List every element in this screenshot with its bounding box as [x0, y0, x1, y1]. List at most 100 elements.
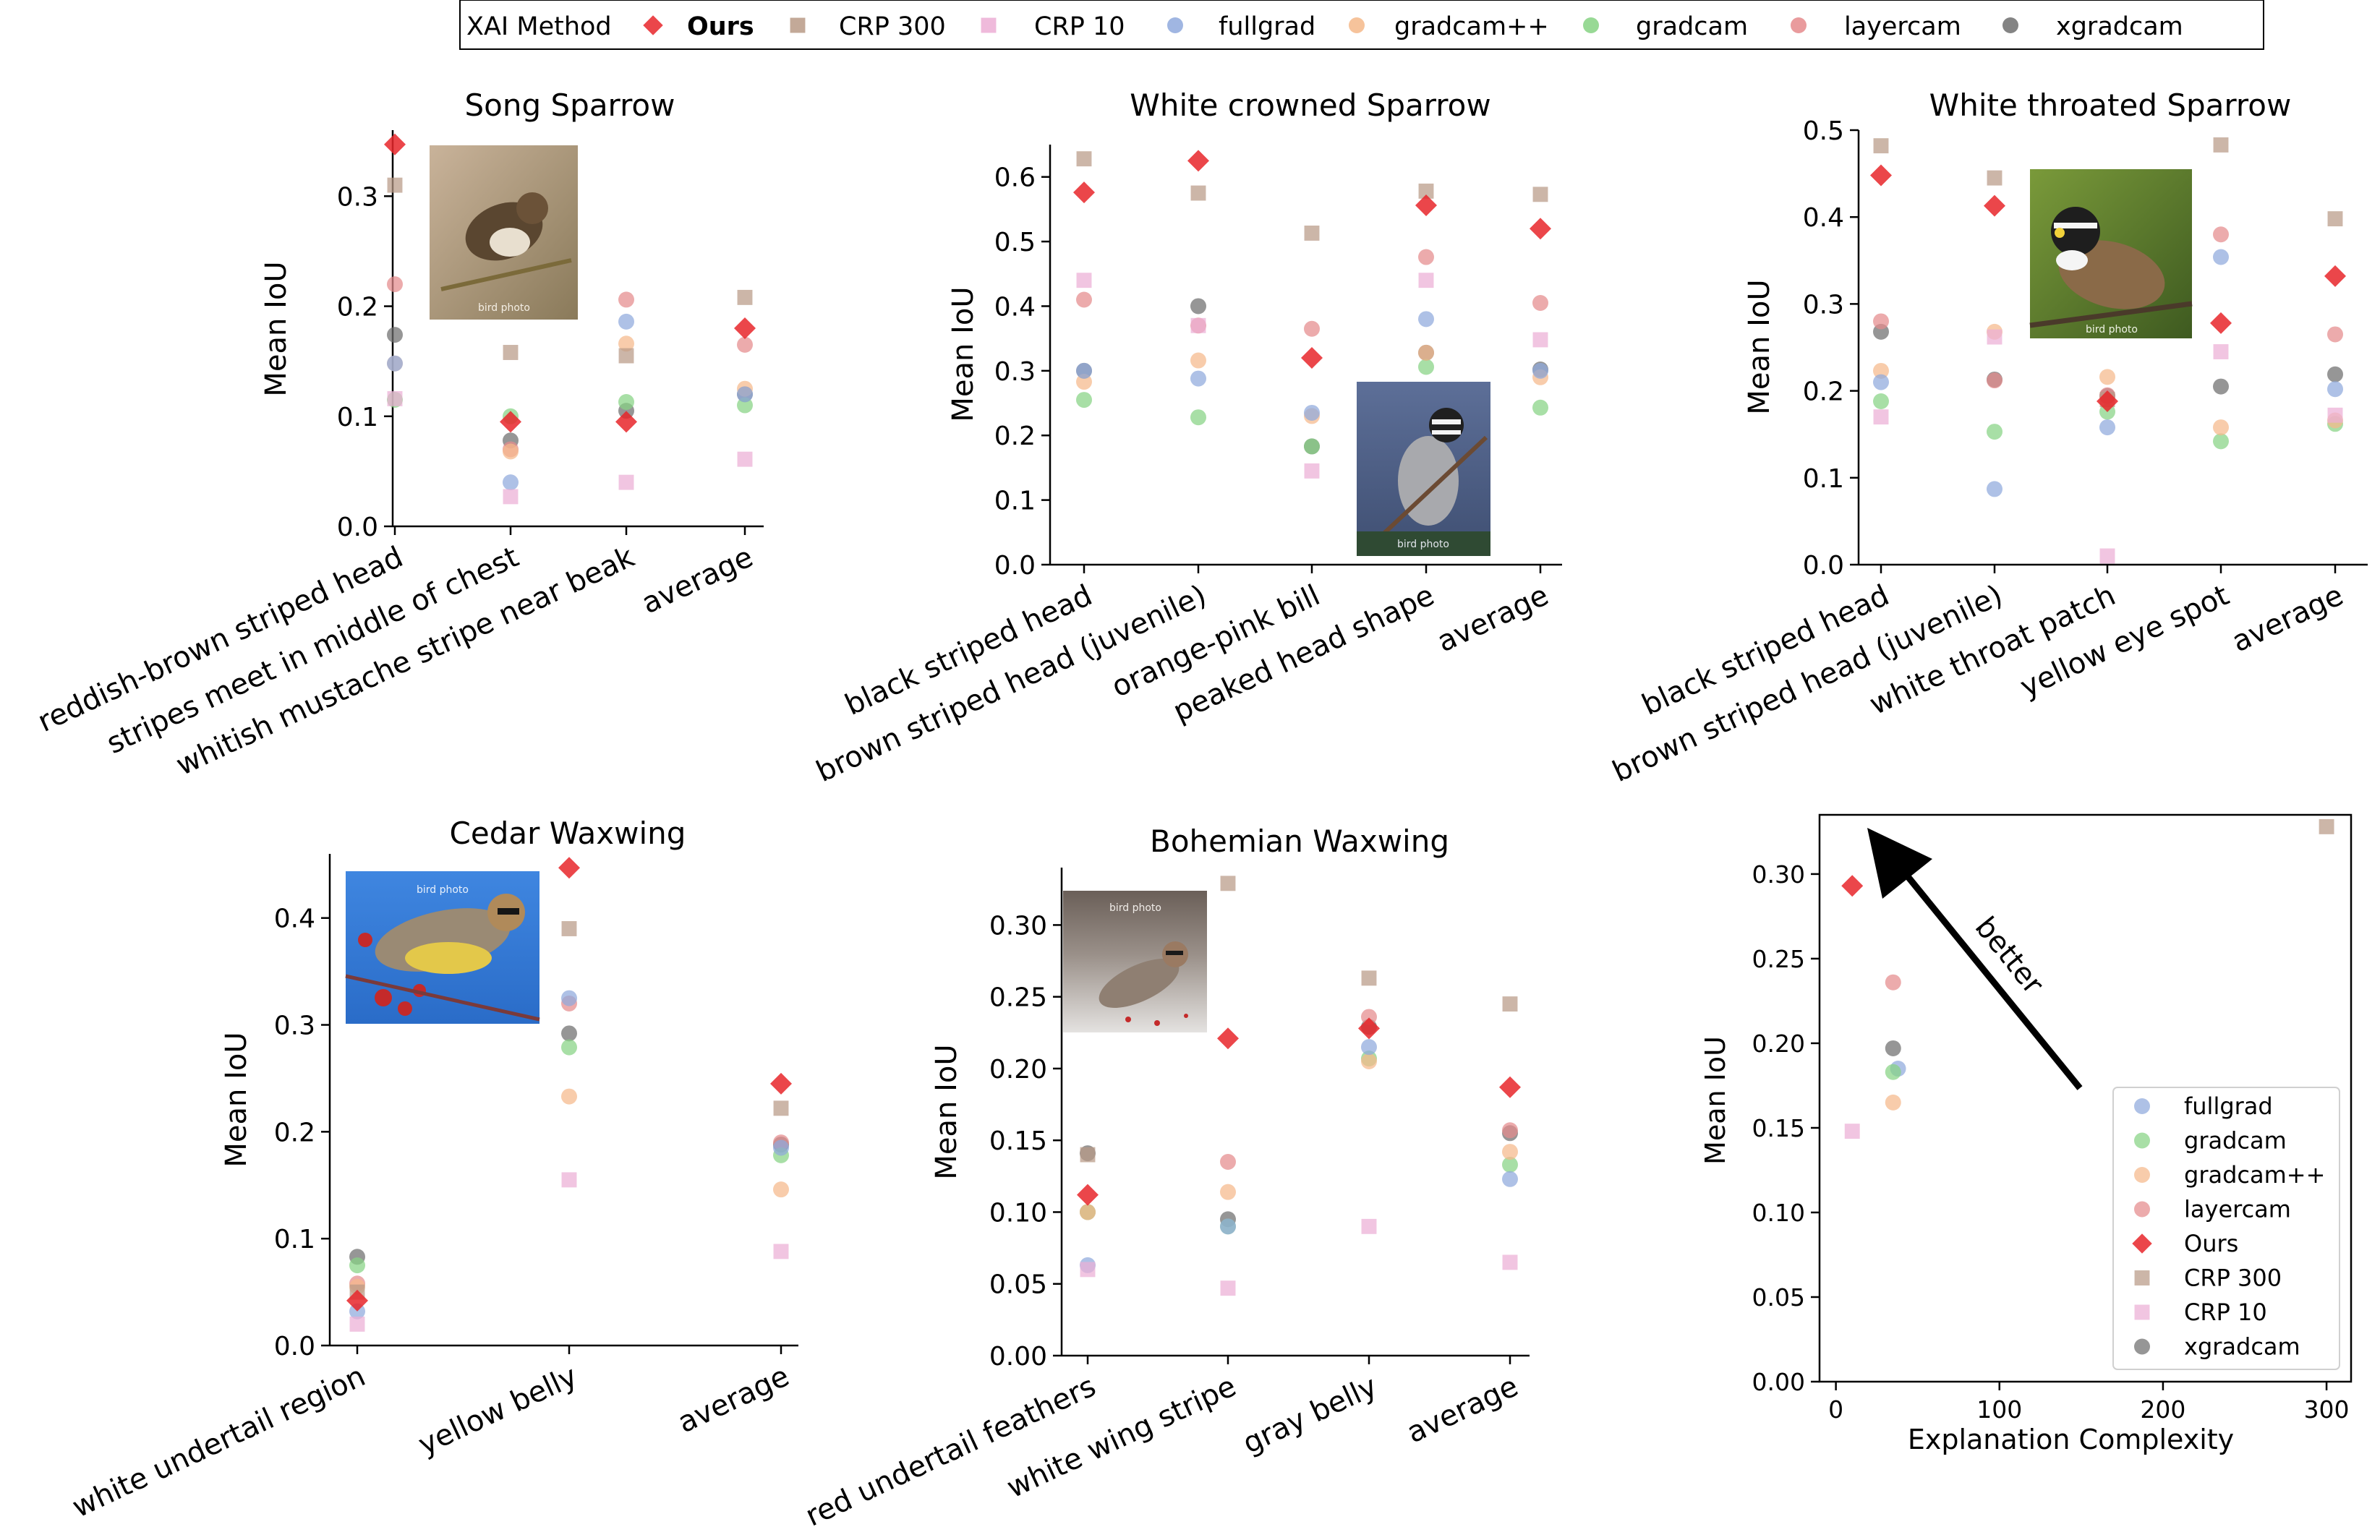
point-crp-300-red-undertail-feathers — [1080, 1147, 1096, 1163]
point-gradcam-brown-striped-head-juvenile — [1190, 409, 1206, 426]
legend-marker-gradcam — [1583, 17, 1599, 33]
point-gradcam-yellow-eye-spot — [2213, 419, 2229, 436]
y-tick-label: 0.0 — [274, 1332, 315, 1361]
point-layercam-orange-pink-bill — [1304, 320, 1320, 337]
point-layercam-black-striped-head — [1873, 313, 1889, 330]
point-crp-10-brown-striped-head-juvenile — [1987, 329, 2002, 345]
y-tick-label: 0.6 — [994, 163, 1036, 193]
point-layercam-average — [2327, 326, 2343, 343]
x-tick-label-whitish-mustache-stripe-near-beak: whitish mustache stripe near beak — [171, 540, 640, 782]
legend2-label-crp-10: CRP 10 — [2184, 1299, 2267, 1326]
point-ours-average — [1530, 218, 1551, 240]
point-crp-10-yellow-belly — [561, 1172, 577, 1188]
point-fullgrad-average — [773, 1139, 789, 1156]
point-fullgrad-reddish-brown-striped-head — [387, 355, 403, 372]
y-tick-label: 0.2 — [1803, 377, 1844, 407]
point-crp-10-whitish-mustache-stripe-near-beak — [618, 474, 634, 490]
point-fullgrad-stripes-meet-in-middle-of-chest — [503, 474, 519, 491]
x-tick-label-average: average — [1402, 1369, 1523, 1450]
point-ours-brown-striped-head-juvenile — [1984, 194, 2005, 217]
y-tick-label: 0.0 — [337, 513, 378, 542]
complexity-legend: fullgrad gradcam gradcam++ layercam Ours CRP … — [2112, 1087, 2340, 1370]
point-layercam-yellow-eye-spot — [2213, 226, 2229, 243]
y-axis-label: Mean IoU — [930, 1044, 963, 1179]
point-ours-peaked-head-shape — [1415, 194, 1437, 217]
x-tick-label-average: average — [673, 1359, 794, 1440]
cedar-photo-label: bird photo — [417, 884, 469, 896]
legend-marker-fullgrad — [1167, 17, 1183, 33]
point-layercam-average — [1532, 294, 1548, 311]
point-ours-yellow-eye-spot — [2210, 312, 2232, 334]
y-tick-label: 0.05 — [989, 1270, 1047, 1300]
point-fullgrad-gray-belly — [1361, 1039, 1377, 1056]
legend2-label-ours: Ours — [2184, 1230, 2238, 1257]
legend-label-fullgrad: fullgrad — [1219, 12, 1315, 41]
point-xgradcam-reddish-brown-striped-head — [387, 327, 403, 343]
point-gradcam-black-striped-head — [1076, 392, 1092, 408]
panel-white-throated-sparrow: White throated Sparrow 0.0 0.1 0.2 0.3 0.4 0.5… — [1608, 87, 2368, 789]
point-crp-300-peaked-head-shape — [1418, 183, 1434, 199]
point-gradcam-peaked-head-shape — [1418, 344, 1434, 361]
point-crp-300-black-striped-head — [1873, 138, 1889, 154]
y-tick-label: 0.0 — [994, 551, 1036, 581]
point-layercam-whitish-mustache-stripe-near-beak — [618, 291, 634, 308]
point-fullgrad-average — [737, 386, 753, 403]
point-ours — [1841, 875, 1864, 897]
point-gradcam-white-wing-stripe — [1220, 1184, 1236, 1200]
y-tick-label: 0.00 — [1752, 1368, 1805, 1396]
legend2-label-layercam: layercam — [2184, 1196, 2291, 1223]
y-tick-label: 0.30 — [1752, 860, 1805, 889]
point-ours-average — [770, 1072, 792, 1095]
point-ours-red-undertail-feathers — [1077, 1184, 1099, 1206]
point-crp-300-orange-pink-bill — [1304, 226, 1320, 241]
x-tick-label-yellow-belly: yellow belly — [414, 1359, 583, 1462]
x-tick-label-average: average — [636, 540, 758, 620]
point-crp-300-average — [737, 289, 753, 305]
legend-marker-gradcam — [1349, 17, 1365, 33]
point-gradcam-yellow-belly — [561, 1039, 577, 1056]
point-crp-300-whitish-mustache-stripe-near-beak — [618, 348, 634, 364]
x-tick-label-gray-belly: gray belly — [1238, 1369, 1382, 1460]
point-ours-black-striped-head — [1870, 164, 1892, 187]
point-fullgrad-peaked-head-shape — [1418, 311, 1434, 328]
y-tick-label: 0.10 — [989, 1198, 1047, 1228]
point-ours-average — [2324, 265, 2346, 287]
point-ours-stripes-meet-in-middle-of-chest — [500, 411, 521, 433]
y-tick-label: 0.20 — [1752, 1030, 1805, 1058]
point-layercam-black-striped-head — [1076, 291, 1092, 308]
y-axis-label: Mean IoU — [260, 261, 293, 396]
legend2-marker-crp-300 — [2134, 1270, 2150, 1286]
point-fullgrad-yellow-belly — [561, 990, 577, 1006]
point-gradcam-stripes-meet-in-middle-of-chest — [503, 443, 519, 460]
point-layercam-peaked-head-shape — [1418, 249, 1434, 265]
point-crp-10-average — [737, 451, 753, 467]
legend-label-crp-10: CRP 10 — [1034, 12, 1125, 41]
point-crp-10-orange-pink-bill — [1304, 463, 1320, 479]
point-crp-300 — [2319, 818, 2334, 834]
point-gradcam-whitish-mustache-stripe-near-beak — [618, 335, 634, 352]
bohemian-waxwing-photo: bird photo — [1063, 891, 1207, 1032]
y-tick-label: 0.30 — [989, 911, 1047, 941]
y-tick-label: 0.05 — [1752, 1283, 1805, 1312]
point-fullgrad-orange-pink-bill — [1304, 404, 1320, 421]
point-fullgrad-white-throat-patch — [2099, 419, 2115, 436]
point-ours-white-throat-patch — [2097, 390, 2118, 413]
point-crp-10-average — [1502, 1254, 1518, 1270]
point-gradcam-white-undertail-region — [349, 1257, 365, 1274]
legend-marker-crp-10 — [981, 17, 997, 33]
point-crp-10-average — [773, 1244, 789, 1259]
panel-title: Cedar Waxwing — [450, 816, 686, 851]
y-tick-label: 0.1 — [274, 1225, 315, 1254]
point-crp-10-stripes-meet-in-middle-of-chest — [503, 489, 519, 505]
x-tick-label-white-wing-stripe: white wing stripe — [1002, 1369, 1241, 1505]
point-fullgrad-average — [2327, 381, 2343, 398]
point-crp-10-peaked-head-shape — [1418, 273, 1434, 288]
legend-marker-crp-300 — [790, 17, 806, 33]
panel-complexity-vs-iou: 0.00 0.05 0.10 0.15 0.20 0.25 0.30 0 100 200 300 Ex… — [1699, 813, 2353, 1455]
point-crp-10-gray-belly — [1361, 1218, 1377, 1234]
point-crp-10-average — [1532, 332, 1548, 348]
y-axis-label: Mean IoU — [947, 286, 980, 422]
point-gradcam — [1885, 1094, 1901, 1111]
panel-title: White crowned Sparrow — [1130, 87, 1490, 123]
legend2-marker-gradcam — [2134, 1132, 2150, 1149]
